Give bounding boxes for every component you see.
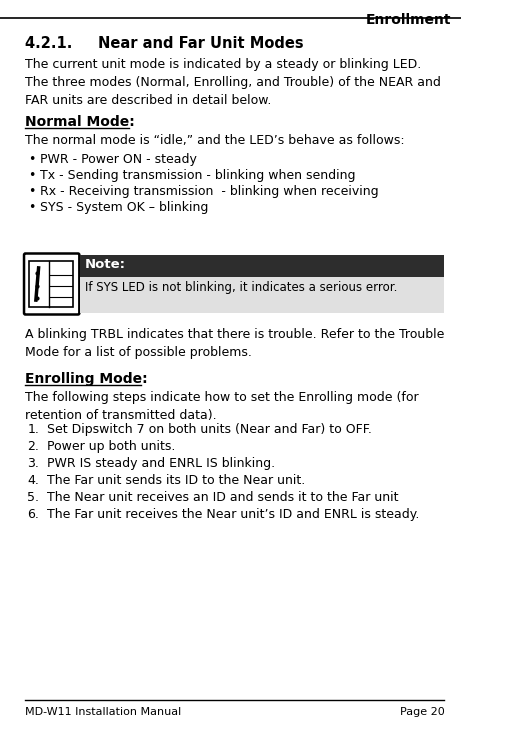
Text: The normal mode is “idle,” and the LED’s behave as follows:: The normal mode is “idle,” and the LED’s… bbox=[25, 134, 405, 147]
Text: 5.: 5. bbox=[27, 491, 39, 504]
Bar bbox=[29, 261, 73, 307]
Text: 1.: 1. bbox=[27, 423, 39, 436]
Text: •: • bbox=[28, 201, 36, 214]
Text: Normal Mode:: Normal Mode: bbox=[25, 115, 135, 129]
Text: •: • bbox=[28, 185, 36, 198]
Text: Set Dipswitch 7 on both units (Near and Far) to OFF.: Set Dipswitch 7 on both units (Near and … bbox=[47, 423, 372, 436]
Text: 3.: 3. bbox=[27, 457, 39, 470]
Bar bbox=[80, 255, 444, 277]
Text: 2.: 2. bbox=[27, 440, 39, 453]
Text: Tx - Sending transmission - blinking when sending: Tx - Sending transmission - blinking whe… bbox=[40, 169, 356, 182]
Text: Rx - Receiving transmission  - blinking when receiving: Rx - Receiving transmission - blinking w… bbox=[40, 185, 378, 198]
Text: Note:: Note: bbox=[85, 258, 126, 271]
Text: PWR IS steady and ENRL IS blinking.: PWR IS steady and ENRL IS blinking. bbox=[47, 457, 275, 470]
Text: Power up both units.: Power up both units. bbox=[47, 440, 176, 453]
Text: If SYS LED is not blinking, it indicates a serious error.: If SYS LED is not blinking, it indicates… bbox=[85, 281, 398, 294]
Text: The Far unit receives the Near unit’s ID and ENRL is steady.: The Far unit receives the Near unit’s ID… bbox=[47, 508, 420, 521]
FancyBboxPatch shape bbox=[24, 254, 79, 314]
Text: MD-W11 Installation Manual: MD-W11 Installation Manual bbox=[25, 707, 182, 717]
Text: The current unit mode is indicated by a steady or blinking LED.
The three modes : The current unit mode is indicated by a … bbox=[25, 58, 441, 107]
Text: •: • bbox=[28, 153, 36, 166]
Text: 4.: 4. bbox=[27, 474, 39, 487]
Bar bbox=[80, 277, 444, 313]
Text: 6.: 6. bbox=[27, 508, 39, 521]
Text: Enrollment: Enrollment bbox=[366, 13, 452, 27]
Text: The following steps indicate how to set the Enrolling mode (for
retention of tra: The following steps indicate how to set … bbox=[25, 391, 419, 422]
Text: Enrolling Mode:: Enrolling Mode: bbox=[25, 372, 148, 386]
Text: A blinking TRBL indicates that there is trouble. Refer to the Trouble
Mode for a: A blinking TRBL indicates that there is … bbox=[25, 328, 445, 359]
Text: Page 20: Page 20 bbox=[400, 707, 444, 717]
Text: The Far unit sends its ID to the Near unit.: The Far unit sends its ID to the Near un… bbox=[47, 474, 305, 487]
Text: PWR - Power ON - steady: PWR - Power ON - steady bbox=[40, 153, 197, 166]
Text: 4.2.1.     Near and Far Unit Modes: 4.2.1. Near and Far Unit Modes bbox=[25, 36, 304, 51]
Text: SYS - System OK – blinking: SYS - System OK – blinking bbox=[40, 201, 208, 214]
Text: •: • bbox=[28, 169, 36, 182]
Text: The Near unit receives an ID and sends it to the Far unit: The Near unit receives an ID and sends i… bbox=[47, 491, 399, 504]
